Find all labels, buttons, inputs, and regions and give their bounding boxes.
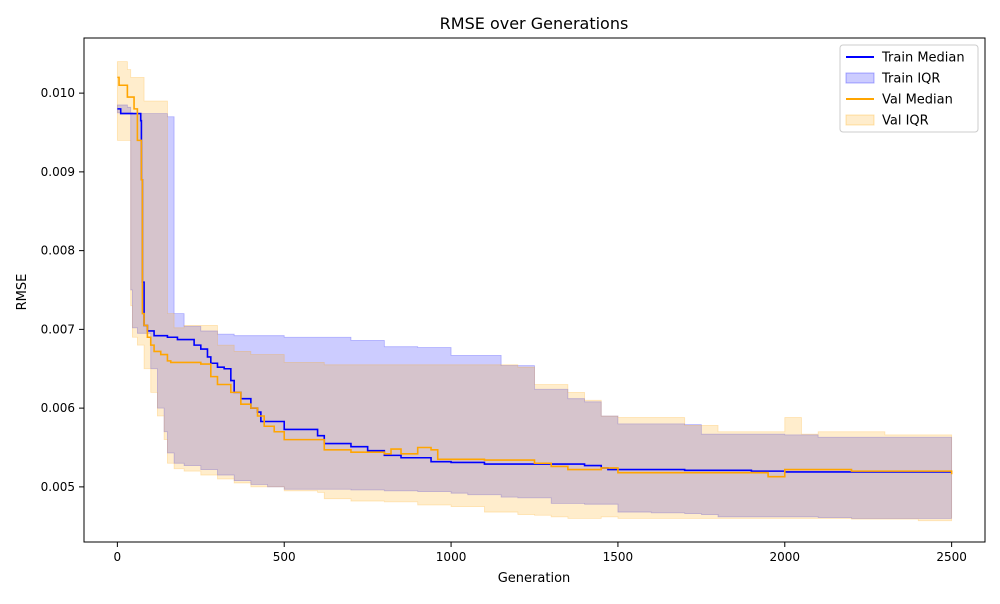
axes-frame [83, 37, 986, 543]
y-tick-label: 0.006 [41, 401, 75, 415]
x-axis-label: Generation [498, 571, 571, 586]
y-tick-label: 0.008 [41, 244, 75, 258]
x-tick-label: 2500 [936, 550, 967, 564]
legend-swatch-train-iqr [845, 72, 875, 84]
legend-label-val-median: Val Median [882, 93, 953, 108]
legend-box [839, 44, 979, 133]
legend: Train Median Train IQR Val Median Val IQR [839, 44, 979, 133]
x-tick-label: 1500 [603, 550, 634, 564]
y-tick-label: 0.007 [41, 322, 75, 336]
x-tick-label: 500 [273, 550, 296, 564]
legend-swatch-val-iqr [845, 114, 875, 126]
x-tick-label: 2000 [770, 550, 801, 564]
y-axis-label: RMSE [15, 274, 30, 311]
y-tick-label: 0.005 [41, 480, 75, 494]
legend-label-train-iqr: Train IQR [881, 72, 940, 87]
legend-label-val-iqr: Val IQR [882, 114, 929, 129]
x-tick-label: 1000 [436, 550, 467, 564]
series-group [116, 61, 953, 522]
chart-title: RMSE over Generations [440, 14, 629, 33]
x-tick-label: 0 [114, 550, 122, 564]
val-median-line [117, 76, 953, 478]
legend-label-train-median: Train Median [881, 51, 965, 66]
train-iqr-band [116, 104, 953, 519]
plot-area [116, 61, 953, 522]
axes: 0 500 1000 1500 2000 2500 0.005 0.006 0.007 0.008… [41, 37, 986, 564]
y-tick-label: 0.009 [41, 165, 75, 179]
val-iqr-band [116, 61, 953, 522]
y-tick-label: 0.010 [41, 86, 75, 100]
